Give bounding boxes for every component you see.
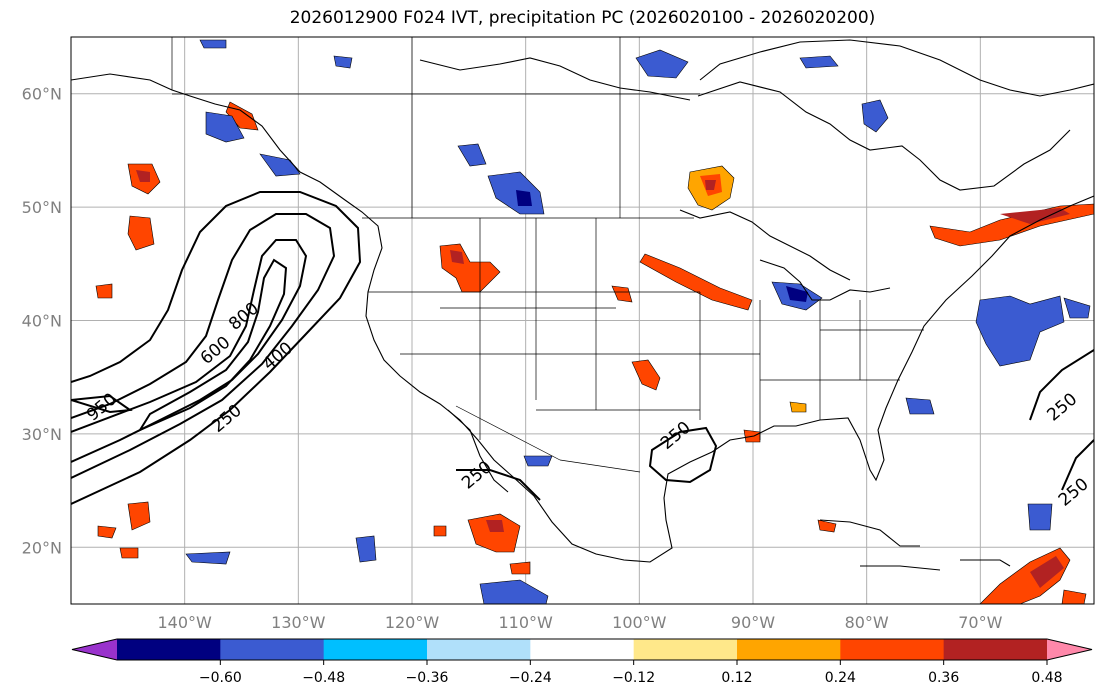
ivt-contour-250	[71, 191, 362, 505]
pos-region	[789, 401, 807, 413]
latitude-tick-label: 40°N	[22, 312, 62, 331]
colorbar-segment	[427, 639, 531, 660]
colorbar-segment	[943, 639, 1048, 660]
neg-region	[259, 153, 301, 177]
longitude-tick-label: 90°W	[731, 613, 775, 632]
ivt-contour-800	[137, 258, 288, 433]
pos-region	[1000, 208, 1070, 224]
neg-region	[355, 535, 377, 563]
longitude-tick-label: 110°W	[498, 613, 553, 632]
longitude-tick-label: 80°W	[845, 613, 889, 632]
colorbar-tick-label: 0.24	[825, 670, 856, 686]
ivt-contour-250-atlantic-south	[1061, 439, 1094, 491]
graticule	[71, 37, 1094, 604]
ivt-contour-600	[71, 239, 308, 463]
colorbar-extend-max	[1047, 639, 1092, 660]
pos-region	[450, 250, 464, 264]
latitude-tick-label: 60°N	[22, 85, 62, 104]
colorbar-segment	[117, 639, 221, 660]
latitude-tick-label: 20°N	[22, 538, 62, 557]
colorbar-tick-label: 0.12	[721, 670, 752, 686]
pos-region	[817, 519, 837, 533]
ivt-contour-250-mexico	[456, 469, 541, 501]
neg-region	[1027, 503, 1053, 531]
neg-region	[635, 49, 689, 79]
neg-region	[905, 397, 935, 415]
colorbar-segment	[530, 639, 635, 660]
ivt-contour-400	[71, 213, 336, 479]
colorbar-tick-label: 0.36	[928, 670, 959, 686]
pos-region	[1061, 589, 1087, 604]
pos-region	[509, 561, 531, 575]
neg-region	[523, 455, 553, 467]
neg-region	[1063, 297, 1091, 319]
colorbar: −0.60 −0.48 −0.36 −0.24 −0.12 0.12 0.24 0.36 0.4…	[71, 638, 1093, 686]
coastlines	[71, 39, 1094, 571]
longitude-axis: 140°W 130°W 120°W 110°W 100°W 90°W 80°W 70°W	[157, 613, 1002, 632]
pos-region	[611, 285, 633, 303]
colorbar-segment	[633, 639, 738, 660]
pos-region	[136, 170, 150, 182]
colorbar-segment	[737, 639, 841, 660]
map-title: 2026012900 F024 IVT, precipitation PC (2…	[289, 8, 876, 28]
colorbar-tick-label: 0.48	[1031, 670, 1062, 686]
neg-region	[786, 286, 808, 302]
colorbar-outline	[71, 638, 1093, 661]
pos-region	[1030, 556, 1064, 588]
longitude-tick-label: 140°W	[157, 613, 212, 632]
neg-region	[457, 143, 487, 167]
pos-region	[119, 547, 139, 559]
neg-region	[861, 99, 889, 133]
neg-region	[199, 39, 227, 49]
pos-region	[705, 180, 716, 190]
neg-region	[185, 551, 231, 565]
pos-region	[486, 520, 504, 532]
latitude-tick-label: 30°N	[22, 425, 62, 444]
ivt-contour-250-gulf	[648, 426, 718, 484]
map-frame	[70, 36, 1095, 605]
colorbar-tick-label: −0.60	[199, 670, 242, 686]
longitude-tick-label: 70°W	[958, 613, 1002, 632]
neg-region	[975, 295, 1065, 367]
ivt-contours	[71, 191, 1094, 505]
pos-region	[433, 525, 447, 537]
colorbar-segment	[220, 639, 325, 660]
neg-region	[479, 579, 549, 604]
neg-region	[516, 190, 532, 206]
colorbar-tick-label: −0.36	[406, 670, 449, 686]
ivt-contour-950	[71, 394, 133, 414]
latitude-tick-label: 50°N	[22, 198, 62, 217]
neg-region	[205, 111, 245, 143]
neg-region	[799, 55, 839, 69]
pos-region	[127, 215, 155, 251]
colorbar-tick-label: −0.24	[509, 670, 552, 686]
pos-region	[631, 359, 661, 391]
precipitation-shading	[95, 39, 1094, 604]
colorbar-segment	[323, 639, 428, 660]
political-borders	[171, 37, 924, 473]
pos-region	[97, 525, 117, 539]
neg-region	[333, 55, 353, 69]
pos-region	[639, 253, 753, 311]
pos-region	[467, 513, 521, 553]
longitude-tick-label: 130°W	[271, 613, 326, 632]
colorbar-segment	[840, 639, 945, 660]
pos-region	[127, 501, 151, 531]
colorbar-tick-label: −0.48	[302, 670, 345, 686]
latitude-axis: 20°N 30°N 40°N 50°N 60°N	[22, 85, 62, 558]
colorbar-tick-label: −0.12	[612, 670, 655, 686]
colorbar-extend-min	[72, 639, 117, 660]
pos-region	[95, 283, 113, 299]
longitude-tick-label: 120°W	[385, 613, 440, 632]
longitude-tick-label: 100°W	[612, 613, 667, 632]
ivt-contour-250-atlantic-north	[1029, 349, 1094, 421]
